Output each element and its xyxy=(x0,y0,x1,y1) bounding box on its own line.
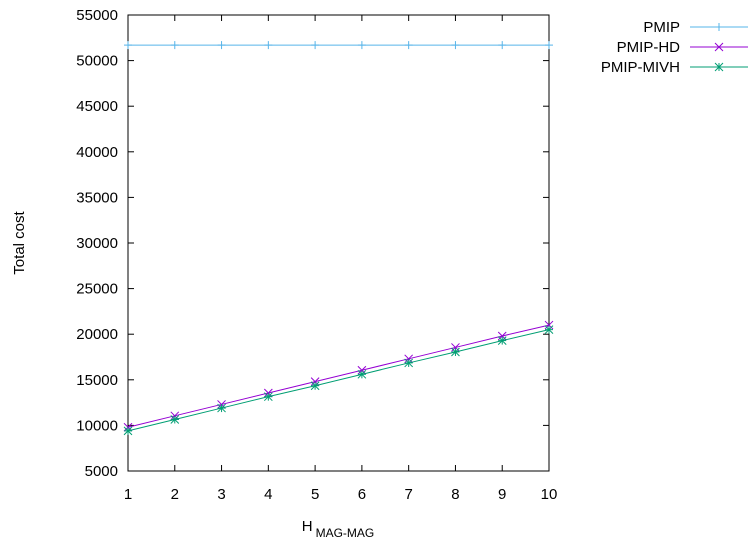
data-point-pmip xyxy=(311,41,320,50)
x-axis-label-main: H xyxy=(302,518,313,535)
data-point-pmip-mivh xyxy=(357,369,367,379)
y-tick-label: 45000 xyxy=(76,98,118,115)
x-tick-label: 1 xyxy=(124,486,132,503)
data-point-pmip-hd xyxy=(310,377,320,386)
series-line-pmip-hd xyxy=(127,324,550,428)
y-tick-label: 55000 xyxy=(76,7,118,24)
x-tick-label: 5 xyxy=(311,486,319,503)
x-tick-label: 6 xyxy=(358,486,366,503)
data-point-pmip-mivh xyxy=(263,392,273,402)
y-tick-label: 50000 xyxy=(76,53,118,70)
y-tick-label: 5000 xyxy=(85,463,118,480)
axis-ticks: 1 2 3 4 5 6 7 8 9 10 5000 10000 15000 20000 25000 30000… xyxy=(76,7,557,503)
data-point-pmip xyxy=(264,41,273,50)
data-point-pmip xyxy=(124,41,132,50)
data-point-pmip-mivh xyxy=(217,403,226,413)
y-axis-label: Total cost xyxy=(11,210,28,274)
legend-marker-pmip-hd xyxy=(714,42,724,52)
y-tick-label: 30000 xyxy=(76,235,118,252)
plot-frame xyxy=(127,14,550,472)
x-tick-label: 7 xyxy=(404,486,412,503)
legend-marker-pmip-mivh xyxy=(714,62,724,72)
y-tick-label: 40000 xyxy=(76,144,118,161)
x-axis-label: H MAG-MAG xyxy=(302,518,375,540)
x-axis-label-subscript: MAG-MAG xyxy=(316,526,375,540)
legend-marker-pmip xyxy=(715,23,723,31)
data-point-pmip xyxy=(357,41,366,50)
series-line-pmip-mivh xyxy=(127,329,550,432)
data-point-pmip-mivh xyxy=(544,325,554,334)
data-point-pmip-mivh xyxy=(310,381,320,391)
data-point-pmip-mivh xyxy=(170,415,180,424)
data-point-pmip-hd xyxy=(357,365,367,375)
data-point-pmip xyxy=(404,41,413,50)
x-tick-label: 9 xyxy=(498,486,506,503)
data-point-pmip xyxy=(217,41,226,50)
legend-label-pmip-hd: PMIP-HD xyxy=(617,39,681,56)
data-point-pmip-mivh xyxy=(404,358,414,368)
legend: PMIP PMIP-HD PMIP-MIVH xyxy=(601,19,748,76)
legend-label-pmip: PMIP xyxy=(643,19,680,36)
series-group xyxy=(123,41,554,436)
data-point-pmip-hd xyxy=(497,331,507,341)
data-point-pmip-mivh xyxy=(123,426,133,436)
data-point-pmip-hd xyxy=(544,320,554,330)
data-point-pmip-hd xyxy=(404,354,414,364)
data-point-pmip-mivh xyxy=(497,336,507,345)
data-point-pmip xyxy=(498,41,507,50)
x-tick-label: 8 xyxy=(451,486,459,503)
data-point-pmip-mivh xyxy=(451,347,460,357)
data-point-pmip xyxy=(545,41,553,50)
y-tick-label: 35000 xyxy=(76,189,118,206)
data-point-pmip-hd xyxy=(451,343,460,352)
x-tick-label: 4 xyxy=(264,486,272,503)
x-tick-label: 3 xyxy=(217,486,225,503)
x-tick-label: 2 xyxy=(171,486,179,503)
legend-label-pmip-mivh: PMIP-MIVH xyxy=(601,59,680,76)
y-tick-label: 15000 xyxy=(76,372,118,389)
y-tick-label: 10000 xyxy=(76,417,118,434)
y-tick-label: 20000 xyxy=(76,326,118,343)
data-point-pmip xyxy=(170,41,179,50)
data-point-pmip xyxy=(451,41,460,50)
x-tick-label: 10 xyxy=(541,486,558,503)
y-tick-label: 25000 xyxy=(76,281,118,298)
